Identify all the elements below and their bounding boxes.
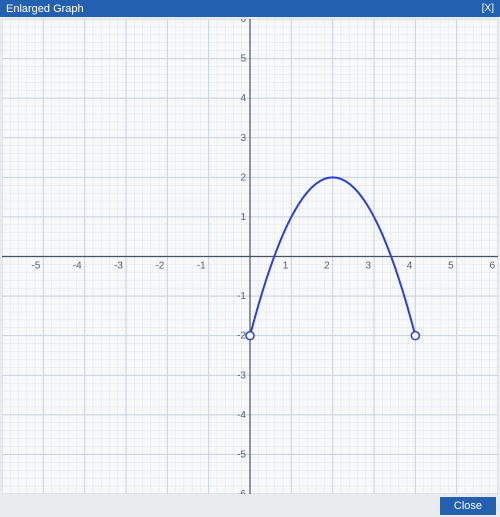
svg-text:-3: -3 (237, 370, 246, 381)
svg-text:3: 3 (240, 133, 246, 144)
svg-text:3: 3 (365, 261, 371, 272)
svg-text:5: 5 (448, 261, 454, 272)
svg-text:1: 1 (283, 261, 289, 272)
svg-text:-6: -6 (237, 489, 246, 494)
graph-area: -6-5-4-3-2-1123456-6-5-4-3-2-1123456 (2, 19, 498, 494)
close-button[interactable]: Close (440, 497, 496, 515)
svg-text:-3: -3 (114, 261, 123, 272)
svg-text:-1: -1 (197, 261, 206, 272)
window-title: Enlarged Graph (6, 3, 84, 15)
svg-text:6: 6 (240, 19, 246, 25)
svg-text:-4: -4 (237, 410, 246, 421)
svg-text:-2: -2 (237, 331, 246, 342)
footer: Close (0, 496, 500, 517)
titlebar: Enlarged Graph [X] (0, 0, 500, 17)
svg-text:1: 1 (240, 212, 246, 223)
svg-text:-2: -2 (155, 261, 164, 272)
svg-text:-1: -1 (237, 291, 246, 302)
svg-text:4: 4 (407, 261, 413, 272)
svg-text:5: 5 (240, 54, 246, 65)
graph-window: Enlarged Graph [X] -6-5-4-3-2-1123456-6-… (0, 0, 500, 517)
close-icon[interactable]: [X] (482, 3, 494, 14)
svg-text:-5: -5 (237, 449, 246, 460)
svg-text:4: 4 (240, 93, 246, 104)
svg-text:6: 6 (489, 261, 495, 272)
svg-text:2: 2 (240, 172, 246, 183)
svg-text:-5: -5 (31, 261, 40, 272)
svg-text:-4: -4 (73, 261, 82, 272)
graph-svg: -6-5-4-3-2-1123456-6-5-4-3-2-1123456 (2, 19, 498, 494)
svg-text:2: 2 (324, 261, 330, 272)
